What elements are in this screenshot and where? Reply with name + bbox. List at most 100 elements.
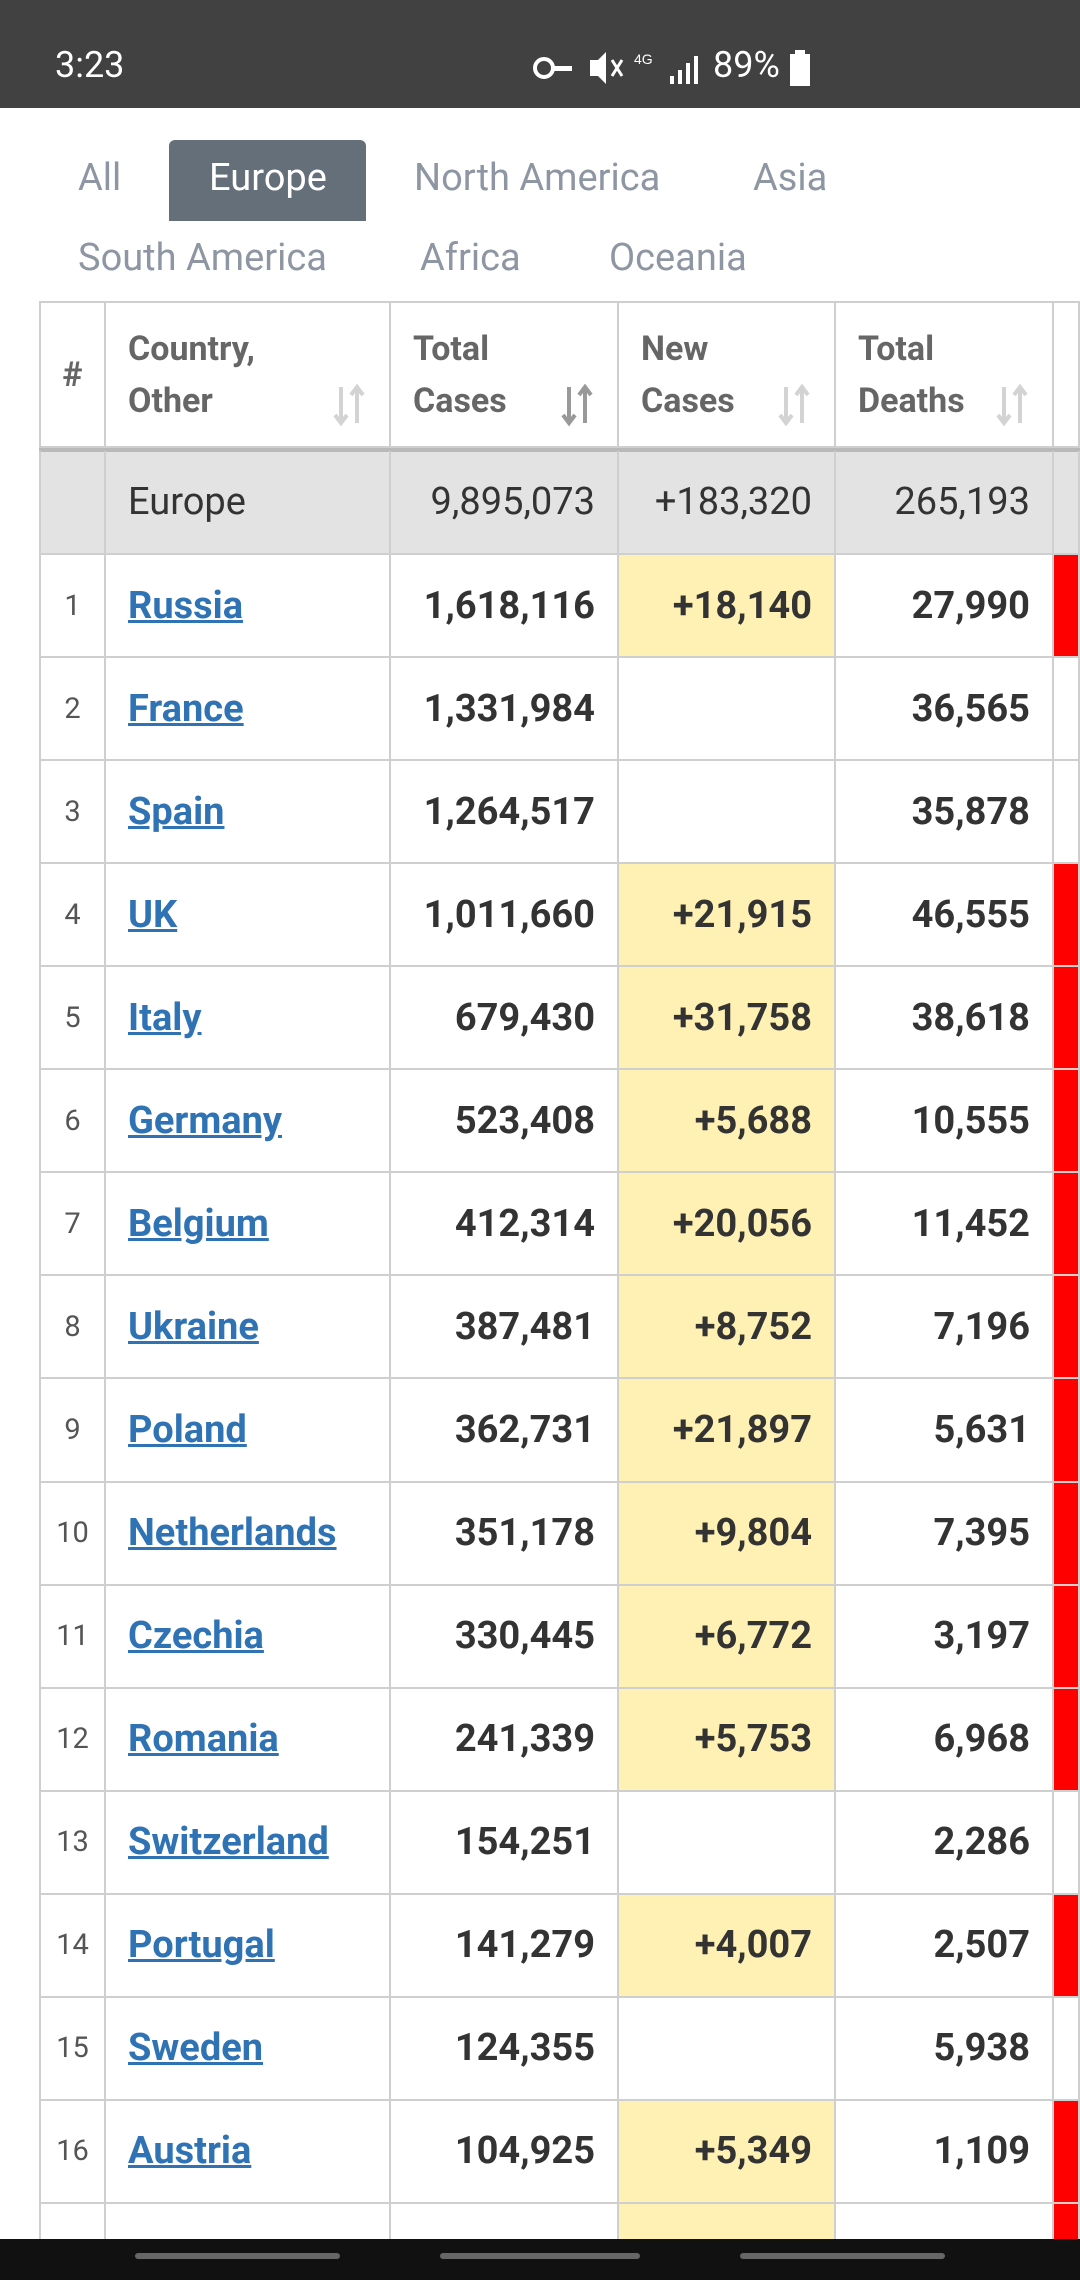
new-deaths-cell bbox=[1054, 1585, 1080, 1689]
new-deaths-cell bbox=[1054, 555, 1080, 659]
country-cell: Sweden bbox=[106, 1997, 391, 2101]
rank-cell: 4 bbox=[39, 864, 106, 968]
total-deaths-cell: 7,395 bbox=[836, 1482, 1054, 1586]
tab[interactable]: Africa bbox=[420, 236, 521, 280]
header-cell[interactable]: Country, Other bbox=[106, 301, 391, 448]
total-cases-cell: 362,731 bbox=[391, 1379, 619, 1483]
country-link[interactable]: Germany bbox=[128, 1098, 283, 1143]
new-deaths-cell bbox=[1054, 1173, 1080, 1277]
new-cases-cell: +9,804 bbox=[619, 1482, 836, 1586]
country-link[interactable]: Italy bbox=[128, 995, 202, 1040]
total-cases-cell: 387,481 bbox=[391, 1276, 619, 1380]
country-link[interactable]: Austria bbox=[128, 2129, 252, 2174]
total-deaths-cell: 10,555 bbox=[836, 1070, 1054, 1174]
rank-cell: 2 bbox=[39, 658, 106, 762]
total-country: Europe bbox=[106, 451, 391, 555]
tab[interactable]: North America bbox=[414, 156, 661, 200]
total-deaths-cell: 1,109 bbox=[836, 2100, 1054, 2204]
rank-cell: 14 bbox=[39, 1894, 106, 1998]
header-cell[interactable]: New Cases bbox=[619, 301, 836, 448]
header-cell[interactable]: Total Deaths bbox=[836, 301, 1054, 448]
country-link[interactable]: Netherlands bbox=[128, 1511, 337, 1556]
new-deaths-cell bbox=[1054, 1894, 1080, 1998]
total-cases-cell: 104,925 bbox=[391, 2100, 619, 2204]
country-cell: Austria bbox=[106, 2100, 391, 2204]
tab[interactable]: All bbox=[78, 156, 122, 200]
total-row-bg bbox=[39, 448, 1080, 555]
country-link[interactable]: Czechia bbox=[128, 1614, 264, 1659]
tab[interactable]: Asia bbox=[753, 156, 828, 200]
total-deaths-cell: 5,631 bbox=[836, 1379, 1054, 1483]
total-cases-cell: 523,408 bbox=[391, 1070, 619, 1174]
new-deaths-cell bbox=[1054, 1791, 1080, 1895]
country-cell: Belgium bbox=[106, 1173, 391, 1277]
tab[interactable]: Oceania bbox=[609, 236, 747, 280]
time: 3:23 bbox=[55, 44, 125, 86]
total-deaths-cell: 2,286 bbox=[836, 1791, 1054, 1895]
new-deaths-cell bbox=[1054, 967, 1080, 1071]
rank-cell: 6 bbox=[39, 1070, 106, 1174]
new-deaths-cell bbox=[1054, 864, 1080, 968]
new-cases-cell: +18,140 bbox=[619, 555, 836, 659]
partial-cell bbox=[106, 2203, 391, 2239]
country-cell: Poland bbox=[106, 1379, 391, 1483]
header-cell[interactable]: Total Cases bbox=[391, 301, 619, 448]
rank-cell: 15 bbox=[39, 1997, 106, 2101]
new-deaths-cell bbox=[1054, 1997, 1080, 2101]
sort-icon[interactable] bbox=[996, 383, 1036, 427]
rank-cell: 11 bbox=[39, 1585, 106, 1689]
new-deaths-cell bbox=[1054, 658, 1080, 762]
total-deaths-cell: 27,990 bbox=[836, 555, 1054, 659]
new-deaths-cell bbox=[1054, 1482, 1080, 1586]
new-deaths-cell bbox=[1054, 761, 1080, 865]
new-deaths-cell bbox=[1054, 2100, 1080, 2204]
sort-icon[interactable] bbox=[561, 383, 601, 427]
country-cell: Russia bbox=[106, 555, 391, 659]
sort-icon[interactable] bbox=[333, 383, 373, 427]
country-link[interactable]: UK bbox=[128, 892, 178, 937]
status-icons: 4G bbox=[533, 51, 698, 84]
country-link[interactable]: Poland bbox=[128, 1407, 247, 1452]
country-link[interactable]: Portugal bbox=[128, 1923, 275, 1968]
total-new-cases: +183,320 bbox=[619, 451, 836, 555]
partial-cell bbox=[39, 2203, 106, 2239]
total-cases-cell: 154,251 bbox=[391, 1791, 619, 1895]
total-cases-cell: 241,339 bbox=[391, 1688, 619, 1792]
new-deaths-cell bbox=[1054, 1688, 1080, 1792]
rank-cell: 9 bbox=[39, 1379, 106, 1483]
tab[interactable]: Europe bbox=[209, 156, 327, 200]
total-cases-cell: 1,011,660 bbox=[391, 864, 619, 968]
rank-cell: 10 bbox=[39, 1482, 106, 1586]
country-link[interactable]: Belgium bbox=[128, 1201, 269, 1246]
battery-percent: 89% bbox=[713, 44, 780, 86]
total-cases-cell: 412,314 bbox=[391, 1173, 619, 1277]
total-total-deaths: 265,193 bbox=[836, 451, 1054, 555]
country-link[interactable]: Russia bbox=[128, 583, 244, 628]
country-link[interactable]: Romania bbox=[128, 1717, 279, 1762]
partial-cell bbox=[836, 2203, 1054, 2239]
total-deaths-cell: 36,565 bbox=[836, 658, 1054, 762]
new-cases-cell: +21,915 bbox=[619, 864, 836, 968]
country-link[interactable]: Ukraine bbox=[128, 1304, 259, 1349]
sort-icon[interactable] bbox=[778, 383, 818, 427]
total-deaths-cell: 6,968 bbox=[836, 1688, 1054, 1792]
total-deaths-cell: 2,507 bbox=[836, 1894, 1054, 1998]
country-link[interactable]: Switzerland bbox=[128, 1820, 329, 1865]
new-cases-cell: +8,752 bbox=[619, 1276, 836, 1380]
country-link[interactable]: Spain bbox=[128, 789, 225, 834]
rank-cell: 12 bbox=[39, 1688, 106, 1792]
tab[interactable]: South America bbox=[78, 236, 327, 280]
status-bar: 3:23 4G 89% bbox=[0, 0, 1080, 108]
country-link[interactable]: France bbox=[128, 686, 244, 731]
rank-cell: 5 bbox=[39, 967, 106, 1071]
country-cell: Spain bbox=[106, 761, 391, 865]
rank-cell: 8 bbox=[39, 1276, 106, 1380]
new-cases-cell: +4,007 bbox=[619, 1894, 836, 1998]
rank-cell: 7 bbox=[39, 1173, 106, 1277]
country-cell: France bbox=[106, 658, 391, 762]
new-cases-cell bbox=[619, 1997, 836, 2101]
new-cases-cell: +5,349 bbox=[619, 2100, 836, 2204]
cases-table: # Country, Other Total Cases New Cases Total… bbox=[39, 301, 1080, 2239]
country-link[interactable]: Sweden bbox=[128, 2026, 264, 2071]
